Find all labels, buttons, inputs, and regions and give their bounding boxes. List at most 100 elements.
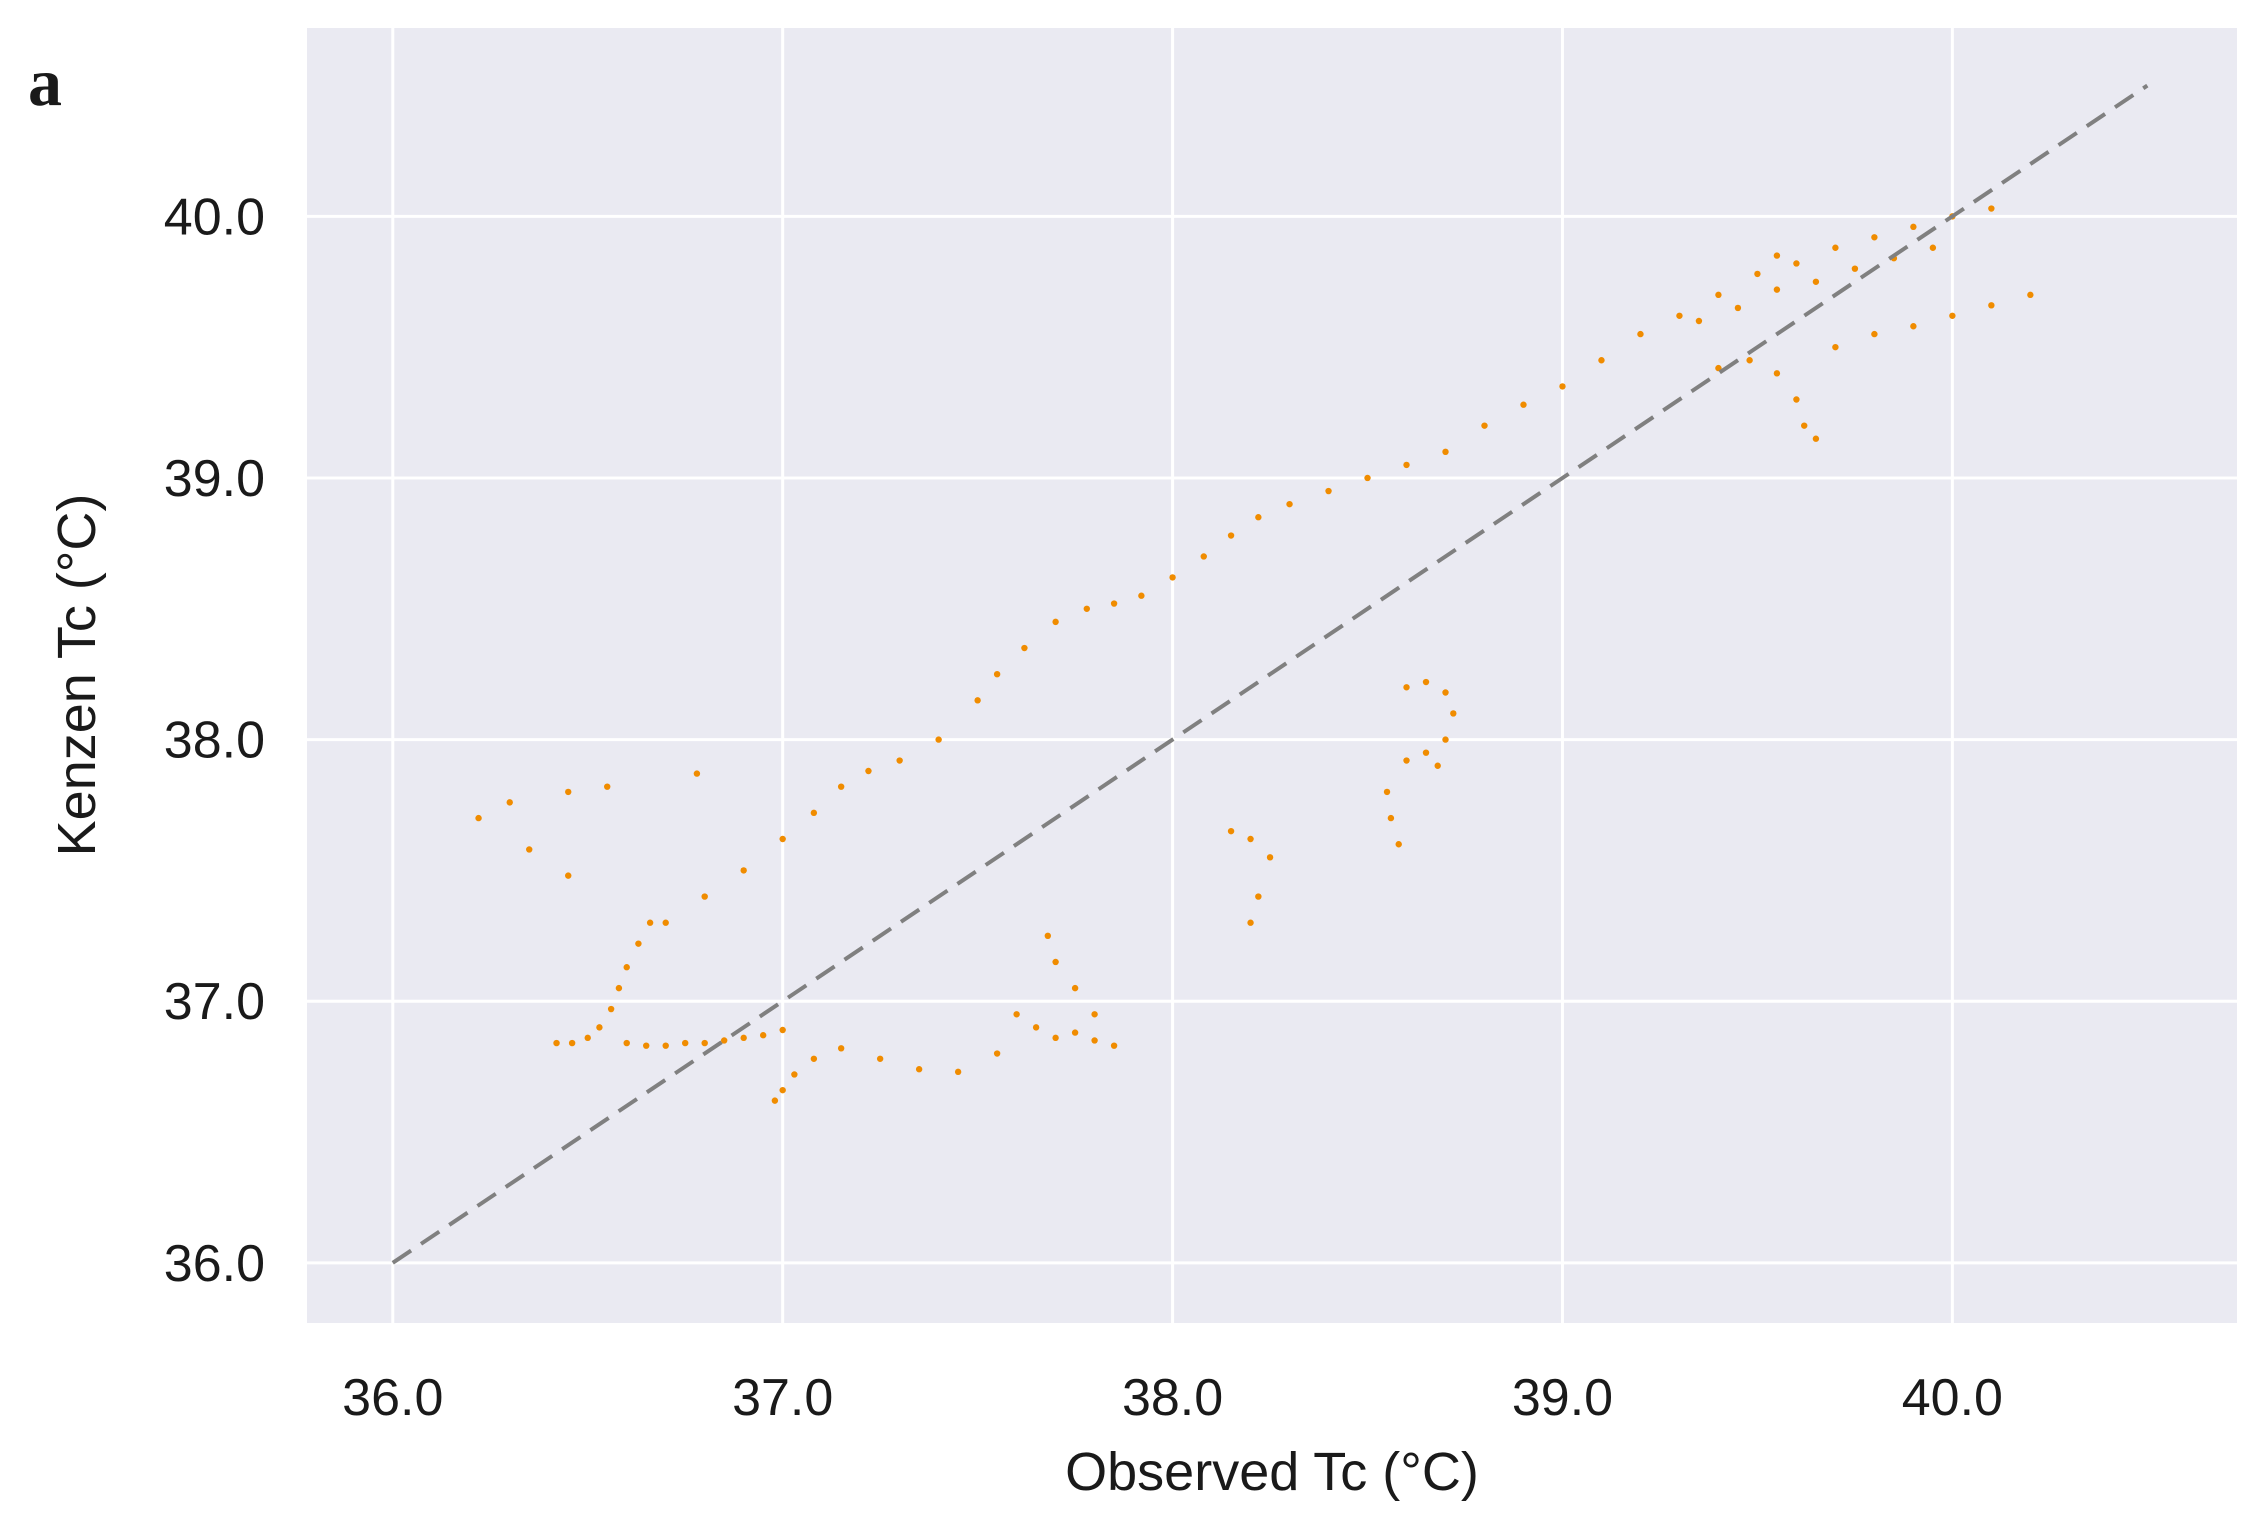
data-point bbox=[1422, 678, 1430, 686]
y-axis-label: Kenzen Tc (°C) bbox=[47, 494, 107, 857]
data-point bbox=[935, 736, 942, 743]
data-point bbox=[1773, 286, 1781, 293]
data-point bbox=[915, 1066, 923, 1073]
data-point bbox=[1071, 984, 1079, 992]
panel-label: a bbox=[28, 44, 62, 120]
data-point bbox=[1801, 422, 1808, 429]
data-point bbox=[701, 1039, 708, 1047]
plot-area bbox=[307, 28, 2237, 1323]
data-point bbox=[1793, 396, 1800, 403]
data-point bbox=[1910, 323, 1917, 330]
data-point bbox=[1910, 223, 1917, 231]
data-point bbox=[596, 1024, 603, 1031]
data-point bbox=[475, 814, 482, 822]
data-point bbox=[720, 1037, 728, 1044]
data-point bbox=[1255, 893, 1262, 900]
x-tick-label: 40.0 bbox=[1902, 1369, 2003, 1427]
data-point bbox=[993, 1050, 1001, 1057]
y-tick-label: 39.0 bbox=[164, 450, 265, 508]
data-point bbox=[604, 783, 611, 790]
data-point bbox=[565, 872, 572, 879]
data-point bbox=[568, 1039, 576, 1047]
data-point bbox=[1286, 500, 1293, 508]
x-tick-label: 39.0 bbox=[1512, 1369, 1613, 1427]
data-point bbox=[1383, 788, 1391, 796]
data-point bbox=[1052, 1034, 1059, 1042]
data-point bbox=[693, 770, 701, 777]
data-point bbox=[1044, 932, 1052, 940]
data-point bbox=[810, 809, 818, 817]
data-point bbox=[607, 1005, 615, 1013]
data-point bbox=[759, 1032, 767, 1039]
data-point bbox=[993, 670, 1001, 678]
data-point bbox=[615, 984, 623, 992]
data-point bbox=[1325, 487, 1332, 495]
data-point bbox=[584, 1034, 591, 1042]
data-point bbox=[623, 964, 630, 971]
data-point bbox=[1227, 532, 1235, 539]
data-point bbox=[1832, 244, 1839, 251]
data-point bbox=[1200, 553, 1207, 560]
data-point bbox=[1442, 736, 1449, 743]
gridlines bbox=[307, 28, 2237, 1323]
data-point bbox=[740, 867, 747, 874]
data-point bbox=[1812, 278, 1820, 285]
data-point bbox=[779, 1026, 786, 1034]
x-axis-ticks: 36.0 37.0 38.0 39.0 40.0 bbox=[342, 1369, 2003, 1427]
data-point bbox=[1110, 1042, 1118, 1049]
data-point bbox=[1387, 814, 1395, 822]
data-point bbox=[974, 697, 981, 704]
data-point bbox=[1403, 684, 1410, 691]
data-point bbox=[1812, 435, 1820, 442]
data-point bbox=[1071, 1029, 1079, 1036]
data-point bbox=[565, 788, 572, 796]
data-point bbox=[1091, 1011, 1098, 1018]
data-point bbox=[1083, 605, 1090, 612]
data-point bbox=[896, 757, 903, 764]
data-point bbox=[643, 1042, 650, 1049]
y-axis-ticks: 36.0 37.0 38.0 39.0 40.0 bbox=[164, 188, 265, 1292]
data-point bbox=[1442, 448, 1449, 456]
y-tick-label: 38.0 bbox=[164, 712, 265, 770]
identity-reference-line bbox=[391, 83, 2149, 1265]
data-point bbox=[1021, 644, 1028, 652]
data-point bbox=[1247, 835, 1254, 843]
data-point bbox=[1715, 291, 1722, 299]
x-tick-label: 38.0 bbox=[1122, 1369, 1223, 1427]
data-point bbox=[1929, 244, 1937, 251]
data-point bbox=[1013, 1011, 1020, 1018]
data-point bbox=[779, 1086, 786, 1094]
data-point bbox=[779, 835, 786, 843]
data-point bbox=[1403, 461, 1410, 469]
data-point bbox=[1169, 574, 1176, 581]
y-tick-label: 36.0 bbox=[164, 1235, 265, 1293]
data-point bbox=[954, 1068, 962, 1076]
data-point bbox=[1676, 312, 1683, 319]
data-point bbox=[1871, 330, 1878, 338]
data-point bbox=[682, 1039, 689, 1047]
data-point bbox=[1395, 841, 1402, 848]
data-point bbox=[810, 1055, 818, 1062]
data-point bbox=[1746, 357, 1753, 364]
data-point bbox=[506, 799, 513, 806]
data-point bbox=[771, 1097, 779, 1104]
data-point bbox=[837, 1045, 845, 1052]
data-point bbox=[1734, 304, 1742, 312]
data-point bbox=[2027, 291, 2034, 299]
data-point bbox=[1754, 270, 1761, 278]
data-point bbox=[1110, 600, 1118, 607]
data-point bbox=[1434, 762, 1441, 769]
data-point bbox=[1481, 422, 1488, 429]
data-point bbox=[1773, 370, 1781, 377]
data-point bbox=[1364, 474, 1371, 482]
y-tick-label: 40.0 bbox=[164, 188, 265, 246]
data-point bbox=[646, 919, 654, 926]
data-point bbox=[1422, 749, 1430, 756]
data-point bbox=[1032, 1024, 1040, 1031]
data-point bbox=[740, 1034, 747, 1042]
data-point bbox=[1988, 302, 1995, 309]
data-point bbox=[1138, 592, 1145, 599]
data-point bbox=[1442, 689, 1449, 696]
data-point bbox=[1851, 265, 1859, 272]
